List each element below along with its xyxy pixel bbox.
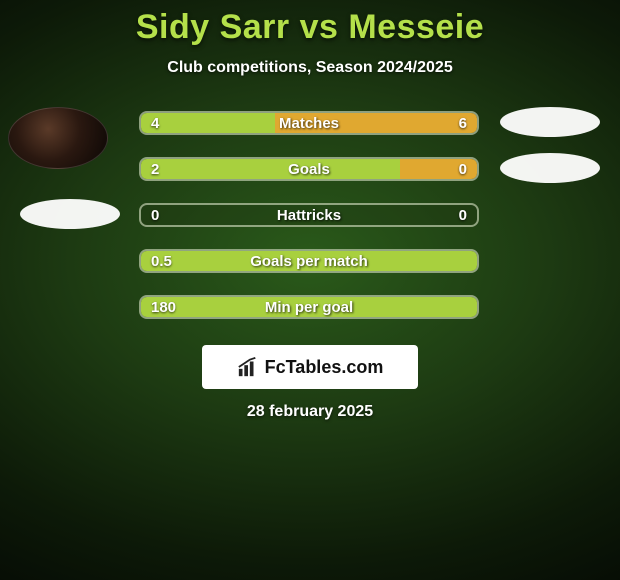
brand-text: FcTables.com (265, 357, 384, 378)
stat-row: 20Goals (0, 153, 620, 199)
brand-badge[interactable]: FcTables.com (202, 345, 418, 389)
stat-bar: 46Matches (139, 111, 479, 135)
stat-label: Hattricks (141, 205, 477, 225)
content-container: Sidy Sarr vs Messeie Club competitions, … (0, 0, 620, 421)
stat-bar: 00Hattricks (139, 203, 479, 227)
player-right-placeholder (500, 153, 600, 183)
stat-label: Min per goal (141, 297, 477, 317)
stat-row: 46Matches (0, 107, 620, 153)
stat-row: 00Hattricks (0, 199, 620, 245)
date-stamp: 28 february 2025 (0, 403, 620, 421)
stat-label: Goals (141, 159, 477, 179)
subtitle: Club competitions, Season 2024/2025 (0, 59, 620, 77)
stats-rows: 46Matches 20Goals 00Hattricks 0.5Goals per … (0, 107, 620, 337)
placeholder-pill (20, 199, 120, 229)
page-title: Sidy Sarr vs Messeie (0, 8, 620, 47)
stat-row: 180Min per goal (0, 291, 620, 337)
placeholder-pill (500, 107, 600, 137)
stat-label: Matches (141, 113, 477, 133)
stat-bar: 180Min per goal (139, 295, 479, 319)
stat-label: Goals per match (141, 251, 477, 271)
stat-bar: 20Goals (139, 157, 479, 181)
player-right-placeholder (500, 107, 600, 137)
stat-bar: 0.5Goals per match (139, 249, 479, 273)
player-left-placeholder (20, 199, 120, 229)
placeholder-pill (500, 153, 600, 183)
bar-chart-icon (237, 356, 259, 378)
stat-row: 0.5Goals per match (0, 245, 620, 291)
